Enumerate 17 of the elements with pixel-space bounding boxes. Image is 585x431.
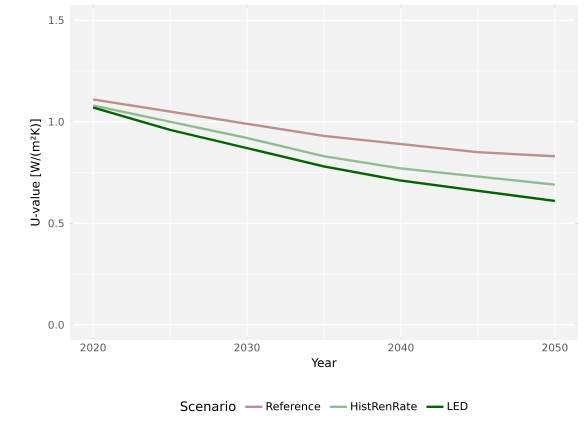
- legend-title: Scenario: [180, 401, 236, 412]
- x-tick-label: 2020: [80, 344, 106, 352]
- y-tick-label: 0.5: [48, 219, 64, 228]
- legend-label: Reference: [266, 402, 320, 410]
- legend-label: HistRenRate: [351, 402, 417, 410]
- x-tick-label: 2050: [542, 344, 568, 352]
- line-series: [92, 98, 556, 158]
- x-axis-title: Year: [311, 358, 337, 368]
- y-tick-label: 1.0: [48, 118, 64, 126]
- line-series: [92, 104, 556, 186]
- x-tick-label: 2030: [234, 344, 260, 352]
- legend-label: LED: [448, 402, 468, 410]
- x-tick-label: 2040: [388, 344, 414, 352]
- y-axis-title: U-value [W/(m²K)]: [30, 120, 42, 226]
- line-series: [92, 106, 556, 202]
- y-tick-label: 1.5: [48, 16, 64, 24]
- y-tick-label: 0.0: [48, 320, 64, 329]
